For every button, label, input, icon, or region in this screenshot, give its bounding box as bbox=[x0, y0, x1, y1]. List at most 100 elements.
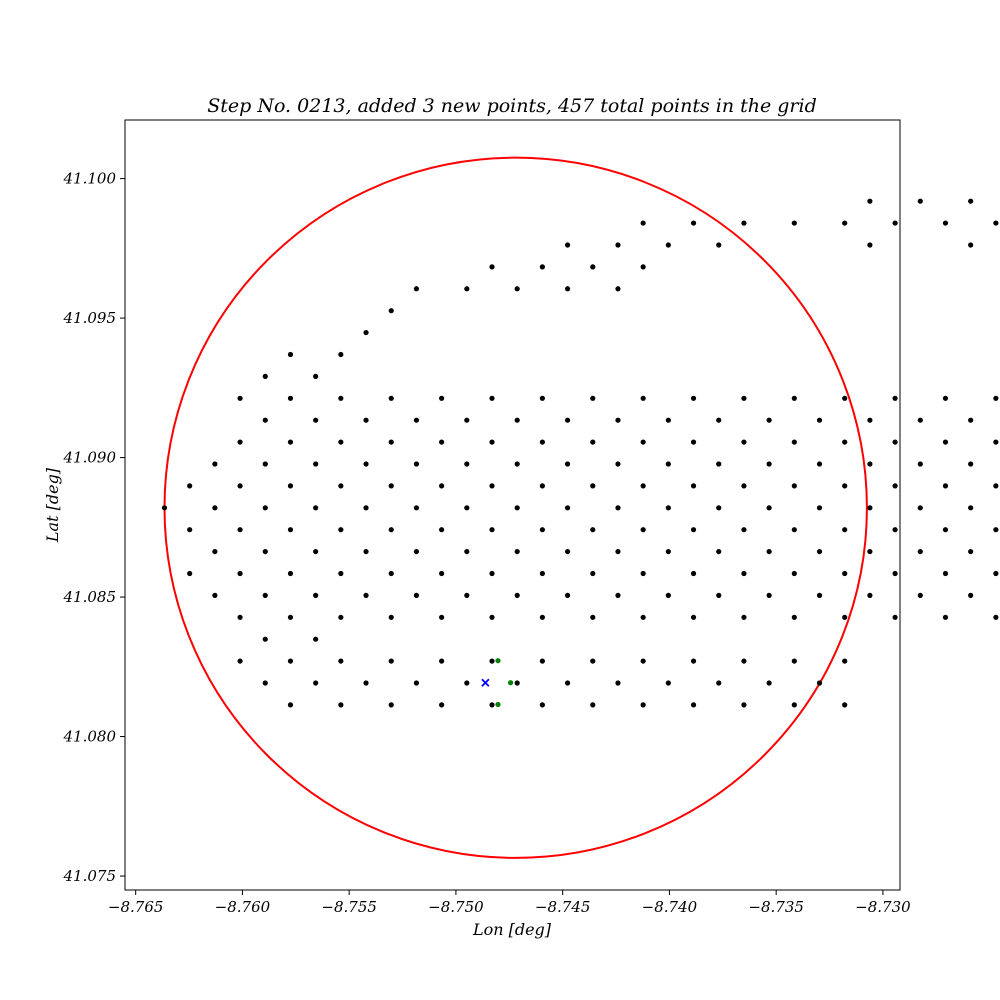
grid-point bbox=[539, 570, 545, 577]
grid-point bbox=[590, 483, 596, 489]
grid-point bbox=[766, 417, 772, 423]
grid-point bbox=[338, 570, 344, 577]
grid-point bbox=[867, 242, 873, 248]
axis-ticks: −8.765 −8.760 −8.755 −8.750 −8.745 −8.740 −8.7… bbox=[63, 170, 912, 916]
grid-point bbox=[439, 439, 445, 445]
grid-point bbox=[690, 658, 697, 664]
grid-point bbox=[388, 527, 394, 533]
grid-point bbox=[287, 351, 294, 358]
y-tick-label: 41.090 bbox=[63, 449, 117, 467]
grid-point bbox=[993, 439, 999, 445]
grid-point bbox=[439, 702, 445, 708]
grid-point bbox=[690, 614, 697, 620]
grid-point bbox=[489, 614, 495, 620]
grid-point bbox=[917, 505, 923, 511]
grid-point bbox=[439, 527, 445, 533]
grid-point bbox=[615, 505, 621, 511]
x-tick-label: −8.760 bbox=[215, 898, 271, 916]
grid-point bbox=[968, 592, 974, 598]
grid-point bbox=[766, 461, 772, 467]
grid-point bbox=[615, 548, 621, 555]
grid-point bbox=[690, 483, 697, 489]
grid-point bbox=[464, 461, 470, 467]
grid-point bbox=[665, 417, 671, 423]
grid-point bbox=[716, 505, 722, 511]
grid-point bbox=[212, 505, 218, 511]
grid-point bbox=[590, 658, 596, 664]
grid-point bbox=[539, 395, 545, 401]
grid-point bbox=[287, 702, 294, 708]
grid-point bbox=[716, 417, 722, 423]
grid-point bbox=[867, 505, 873, 511]
grid-point bbox=[892, 527, 898, 533]
grid-point bbox=[892, 395, 898, 401]
grid-point bbox=[439, 395, 445, 401]
grid-point bbox=[590, 614, 596, 620]
grid-point bbox=[514, 461, 520, 467]
grid-point bbox=[791, 658, 797, 664]
grid-point bbox=[942, 527, 949, 533]
grid-point bbox=[640, 220, 646, 226]
grid-point bbox=[942, 220, 949, 226]
grid-point bbox=[640, 527, 646, 533]
grid-point bbox=[665, 505, 671, 511]
grid-point bbox=[791, 527, 797, 533]
grid-point bbox=[338, 658, 344, 664]
grid-point bbox=[313, 461, 319, 467]
grid-point bbox=[287, 395, 294, 401]
grid-point bbox=[313, 505, 319, 511]
grid-point bbox=[489, 570, 495, 577]
grid-point bbox=[564, 548, 571, 555]
grid-point bbox=[741, 395, 747, 401]
grid-point bbox=[514, 505, 520, 511]
grid-point bbox=[262, 417, 268, 423]
grid-point bbox=[867, 548, 873, 555]
grid-point bbox=[741, 570, 747, 577]
grid-point bbox=[968, 505, 974, 511]
grid-point bbox=[968, 198, 974, 204]
grid-point bbox=[388, 308, 394, 314]
grid-point bbox=[413, 286, 420, 292]
grid-point bbox=[766, 548, 772, 555]
grid-point bbox=[590, 527, 596, 533]
grid-point bbox=[993, 614, 999, 620]
grid-point bbox=[917, 592, 923, 598]
grid-point bbox=[564, 592, 571, 598]
grid-point bbox=[791, 570, 797, 577]
grid-point bbox=[942, 439, 949, 445]
grid-point bbox=[338, 483, 344, 489]
grid-point bbox=[388, 614, 394, 620]
grid-point bbox=[690, 702, 697, 708]
grid-point bbox=[716, 242, 722, 248]
grid-point bbox=[942, 614, 949, 620]
grid-point bbox=[388, 570, 394, 577]
grid-point bbox=[413, 505, 420, 511]
y-tick-label: 41.095 bbox=[63, 309, 117, 327]
grid-point bbox=[514, 417, 520, 423]
grid-point bbox=[816, 505, 823, 511]
grid-point bbox=[766, 505, 772, 511]
grid-point bbox=[968, 417, 974, 423]
new-point bbox=[495, 701, 501, 708]
grid-point bbox=[539, 439, 545, 445]
new-point bbox=[495, 658, 501, 664]
grid-point bbox=[237, 570, 243, 577]
grid-point bbox=[690, 220, 697, 226]
grid-point bbox=[665, 592, 671, 598]
grid-point bbox=[313, 592, 319, 598]
grid-point bbox=[313, 680, 319, 686]
grid-point bbox=[464, 680, 470, 686]
grid-point bbox=[942, 395, 949, 401]
grid-point bbox=[842, 702, 848, 708]
grid-point bbox=[464, 286, 470, 292]
grid-point bbox=[439, 570, 445, 577]
grid-point bbox=[287, 570, 294, 577]
grid-point bbox=[942, 483, 949, 489]
grid-point bbox=[287, 527, 294, 533]
grid-point bbox=[993, 483, 999, 489]
grid-point bbox=[564, 680, 571, 686]
grid-point bbox=[363, 680, 369, 686]
grid-point bbox=[665, 461, 671, 467]
grid-point bbox=[539, 527, 545, 533]
